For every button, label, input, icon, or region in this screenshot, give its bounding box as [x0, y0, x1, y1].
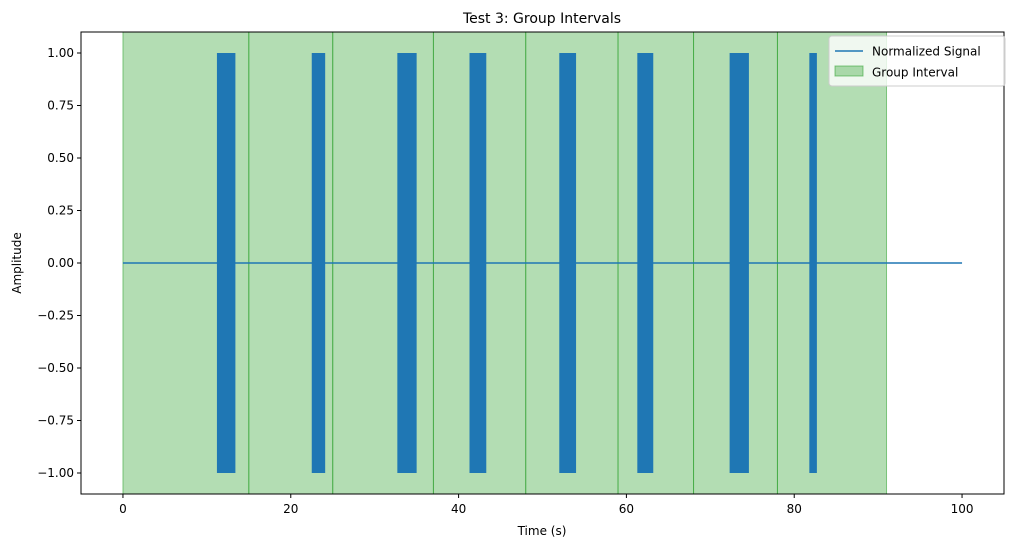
signal-burst	[559, 53, 577, 473]
legend-frame	[828, 35, 1006, 87]
signal-burst	[809, 53, 817, 473]
x-tick-label: 0	[119, 502, 127, 516]
signal-burst	[729, 53, 749, 473]
x-tick-label: 60	[619, 502, 634, 516]
y-tick-label: 0.75	[47, 99, 74, 113]
x-axis-label: Time (s)	[517, 524, 567, 538]
x-tick-label: 80	[787, 502, 802, 516]
x-tick-label: 100	[951, 502, 974, 516]
y-tick-label: 1.00	[47, 46, 74, 60]
y-axis-ticks: −1.00 −0.75 −0.50 −0.25 0.00 0.25 0.50 0.75 1.00	[37, 46, 81, 480]
y-axis-label: Amplitude	[10, 232, 24, 294]
signal-burst	[311, 53, 326, 473]
legend-interval-swatch	[834, 65, 864, 77]
y-tick-label: 0.00	[47, 256, 74, 270]
y-tick-label: 0.25	[47, 204, 74, 218]
y-tick-label: 0.50	[47, 151, 74, 165]
y-tick-label: −1.00	[37, 466, 74, 480]
chart-title: Test 3: Group Intervals	[462, 11, 621, 27]
signal-burst	[469, 53, 487, 473]
x-tick-label: 40	[451, 502, 466, 516]
signal-burst	[397, 53, 417, 473]
legend: Normalized Signal Group Interval	[828, 35, 1006, 87]
x-axis-ticks: 0 20 40 60 80 100	[119, 494, 973, 516]
y-tick-label: −0.25	[37, 309, 74, 323]
signal-burst	[637, 53, 654, 473]
y-tick-label: −0.75	[37, 414, 74, 428]
y-tick-label: −0.50	[37, 361, 74, 375]
legend-interval-label: Group Interval	[872, 66, 958, 80]
x-tick-label: 20	[283, 502, 298, 516]
legend-signal-label: Normalized Signal	[872, 45, 981, 59]
signal-burst	[216, 53, 236, 473]
signal-series	[122, 53, 963, 473]
